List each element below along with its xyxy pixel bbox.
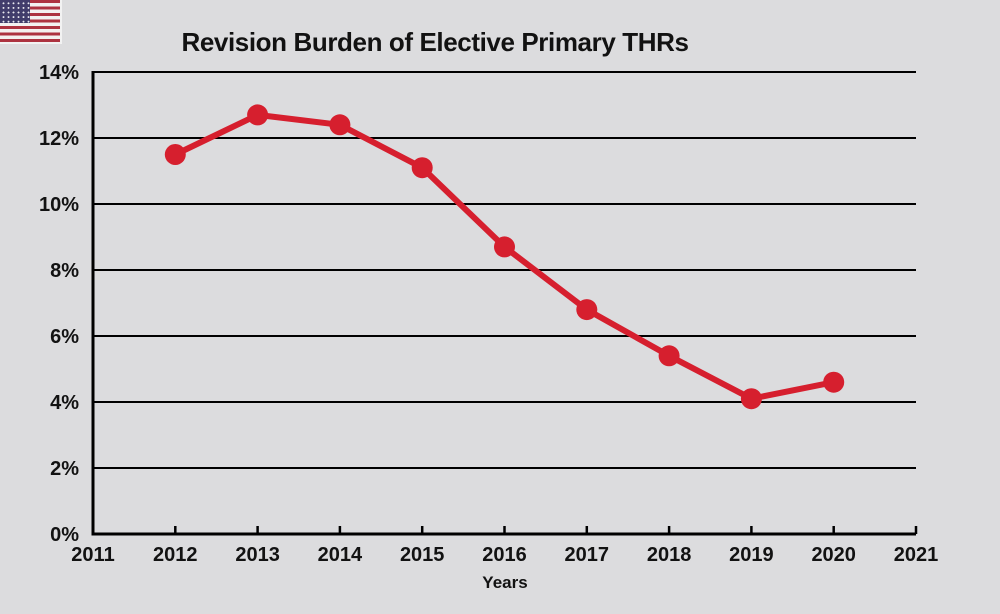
y-tick-label: 8% xyxy=(50,260,79,282)
x-tick-label: 2020 xyxy=(811,544,856,566)
y-tick-label: 6% xyxy=(50,326,79,348)
x-tick-label: 2017 xyxy=(565,544,610,566)
data-point-2012 xyxy=(164,144,186,165)
us-flag-icon xyxy=(0,0,62,44)
y-tick-label: 2% xyxy=(50,458,79,480)
data-point-2014 xyxy=(329,114,351,136)
data-point-2017 xyxy=(576,299,598,321)
data-point-2016 xyxy=(494,236,515,258)
data-point-2020 xyxy=(823,371,845,393)
x-tick-label: 2011 xyxy=(71,544,114,566)
x-tick-label: 2015 xyxy=(400,544,445,566)
flag-canton xyxy=(0,0,30,23)
chart-title: Revision Burden of Elective Primary THRs xyxy=(181,27,689,57)
x-axis-label-years: Years xyxy=(482,573,528,592)
x-tick-label: 2014 xyxy=(318,544,363,566)
y-tick-label: 10% xyxy=(39,194,79,216)
data-point-2013 xyxy=(247,104,269,126)
x-tick-label: 2021 xyxy=(894,544,939,566)
x-tick-label: 2018 xyxy=(647,544,692,566)
x-tick-label: 2013 xyxy=(235,544,280,566)
x-tick-label: 2012 xyxy=(153,544,198,566)
x-tick-label: 2016 xyxy=(482,544,527,566)
x-tick-label: 2019 xyxy=(729,544,774,566)
y-tick-label: 4% xyxy=(50,392,79,414)
data-point-2015 xyxy=(411,157,433,179)
data-point-2018 xyxy=(658,345,680,367)
y-tick-label: 0% xyxy=(50,524,79,546)
y-tick-label: 12% xyxy=(39,128,79,150)
y-tick-label: 14% xyxy=(39,62,79,84)
data-point-2019 xyxy=(740,388,762,410)
